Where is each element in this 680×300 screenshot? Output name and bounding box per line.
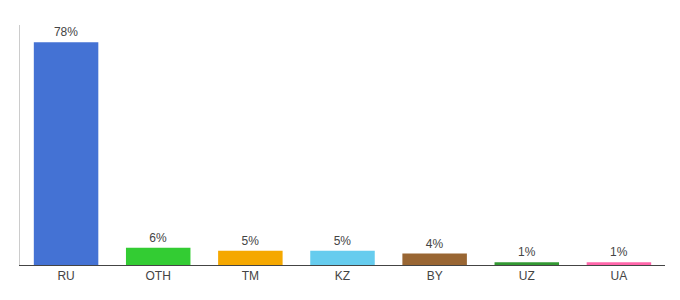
svg-text:1%: 1% bbox=[518, 245, 536, 259]
svg-text:RU: RU bbox=[57, 269, 74, 283]
svg-text:BY: BY bbox=[427, 269, 443, 283]
svg-text:4%: 4% bbox=[426, 237, 444, 251]
svg-text:UZ: UZ bbox=[519, 269, 535, 283]
svg-text:TM: TM bbox=[242, 269, 259, 283]
svg-text:KZ: KZ bbox=[335, 269, 350, 283]
svg-text:5%: 5% bbox=[334, 234, 352, 248]
svg-text:6%: 6% bbox=[149, 231, 167, 245]
svg-text:OTH: OTH bbox=[146, 269, 171, 283]
svg-text:5%: 5% bbox=[242, 234, 260, 248]
svg-text:1%: 1% bbox=[610, 245, 628, 259]
svg-text:78%: 78% bbox=[54, 25, 78, 39]
svg-text:UA: UA bbox=[611, 269, 628, 283]
